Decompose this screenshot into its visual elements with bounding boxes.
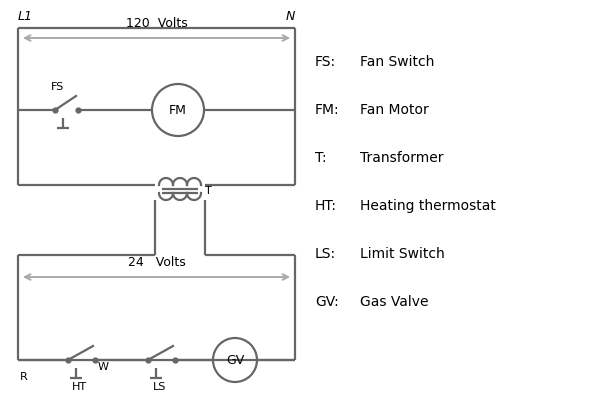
Text: Gas Valve: Gas Valve	[360, 295, 428, 309]
Text: FM: FM	[169, 104, 187, 116]
Text: N: N	[286, 10, 295, 23]
Text: R: R	[20, 372, 28, 382]
Text: Heating thermostat: Heating thermostat	[360, 199, 496, 213]
Text: Fan Motor: Fan Motor	[360, 103, 429, 117]
Text: 24   Volts: 24 Volts	[127, 256, 185, 269]
Text: HT:: HT:	[315, 199, 337, 213]
Text: GV:: GV:	[315, 295, 339, 309]
Text: HT: HT	[72, 382, 87, 392]
Text: 120  Volts: 120 Volts	[126, 17, 188, 30]
Text: Limit Switch: Limit Switch	[360, 247, 445, 261]
Text: GV: GV	[226, 354, 244, 366]
Text: T: T	[205, 186, 212, 196]
Text: T:: T:	[315, 151, 327, 165]
Text: L1: L1	[18, 10, 33, 23]
Text: FS:: FS:	[315, 55, 336, 69]
Text: FM:: FM:	[315, 103, 340, 117]
Text: Fan Switch: Fan Switch	[360, 55, 434, 69]
Text: W: W	[98, 362, 109, 372]
Text: Transformer: Transformer	[360, 151, 444, 165]
Text: FS: FS	[51, 82, 65, 92]
Text: LS: LS	[153, 382, 166, 392]
Text: LS:: LS:	[315, 247, 336, 261]
